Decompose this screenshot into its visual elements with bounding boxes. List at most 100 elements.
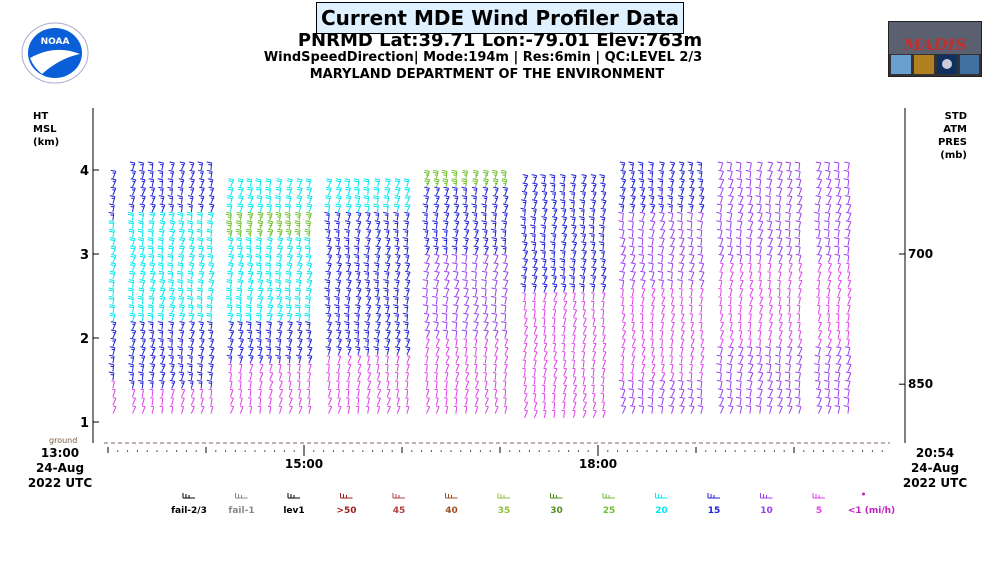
wind-barb	[688, 178, 695, 187]
wind-barb	[669, 379, 675, 389]
wind-barb	[238, 346, 244, 355]
wind-barb	[455, 380, 459, 389]
wind-barb	[481, 295, 487, 305]
wind-barb	[639, 262, 646, 271]
wind-barb	[638, 228, 644, 238]
wind-barb	[432, 287, 439, 297]
wind-barb	[847, 304, 851, 313]
wind-barb	[451, 329, 458, 339]
wind-barb	[396, 355, 400, 364]
wind-barb	[735, 161, 742, 171]
wind-barb	[471, 279, 477, 288]
wind-barb	[817, 313, 822, 322]
wind-barb	[442, 220, 449, 229]
wind-barb	[483, 169, 489, 179]
wind-barb	[825, 245, 831, 255]
wind-barb	[649, 279, 656, 288]
wind-barb	[748, 262, 752, 271]
wind-barb	[826, 346, 832, 355]
wind-barb	[671, 313, 676, 322]
wind-barb	[198, 346, 205, 355]
ground-label: ground	[49, 436, 77, 445]
wind-barb	[452, 262, 458, 271]
wind-barb	[462, 279, 468, 288]
wind-barb	[259, 380, 263, 389]
wind-barb	[288, 405, 293, 414]
wind-barb	[667, 270, 673, 280]
wind-barb	[346, 279, 352, 288]
wind-barb	[541, 266, 548, 276]
wind-barb	[354, 312, 360, 322]
wind-barb	[325, 312, 332, 322]
wind-barb	[500, 312, 507, 322]
wind-barb	[236, 211, 243, 221]
wind-barb	[620, 178, 627, 188]
wind-barb	[257, 354, 264, 364]
wind-barb	[394, 270, 401, 280]
wind-barb	[129, 195, 136, 204]
wind-barb	[245, 245, 252, 255]
wind-barb	[228, 329, 235, 339]
wind-barb	[188, 161, 195, 171]
wind-barb	[363, 262, 369, 271]
wind-barb	[179, 237, 186, 246]
wind-barb	[628, 379, 634, 389]
legend-item: fail-2/3	[171, 493, 207, 516]
wind-barb	[553, 300, 558, 309]
legend-barb-symbol	[445, 493, 458, 499]
wind-barb	[824, 371, 830, 381]
wind-barb	[236, 312, 243, 322]
wind-barb	[257, 287, 264, 297]
wind-barb	[491, 237, 498, 246]
wind-barb	[559, 274, 566, 284]
wind-barb	[600, 199, 607, 209]
wind-barb	[188, 379, 194, 389]
wind-barb	[355, 287, 362, 297]
wind-barb	[590, 376, 595, 385]
wind-barb	[677, 195, 684, 204]
wind-barb	[501, 220, 508, 229]
wind-barb	[209, 397, 213, 406]
wind-barb	[295, 203, 302, 213]
wind-barb	[570, 249, 577, 259]
wind-barb	[179, 304, 185, 313]
wind-barb	[795, 371, 801, 381]
wind-barb	[147, 245, 154, 255]
wind-barb	[696, 169, 703, 179]
wind-barb	[618, 228, 625, 238]
start-time: 13:00	[40, 446, 80, 460]
wind-barb	[532, 266, 538, 276]
wind-barb	[207, 253, 214, 263]
wind-barb	[729, 338, 734, 347]
wind-barb	[490, 304, 497, 313]
wind-barb	[394, 279, 400, 288]
wind-barb	[720, 338, 724, 347]
wind-barb	[785, 161, 792, 171]
wind-barb	[382, 203, 389, 213]
wind-barb	[542, 283, 548, 292]
wind-barb	[424, 380, 429, 389]
wind-barb	[188, 337, 195, 347]
wind-barb	[367, 372, 372, 381]
wind-barb	[745, 178, 752, 187]
wind-barb	[824, 388, 831, 397]
wind-barb	[837, 338, 842, 347]
wind-barb	[834, 405, 841, 414]
wind-barb	[383, 287, 389, 297]
wind-barb	[658, 279, 664, 288]
wind-barb	[137, 220, 144, 229]
wind-barb	[186, 279, 193, 288]
wind-barb	[580, 266, 586, 276]
wind-barb	[140, 186, 146, 196]
wind-barb	[542, 300, 547, 309]
wind-barb	[344, 228, 350, 238]
wind-barb	[454, 338, 458, 347]
wind-barb	[648, 388, 654, 397]
wind-barb	[394, 346, 401, 355]
wind-barb	[532, 317, 537, 326]
wind-barb	[373, 287, 380, 297]
wind-barb	[562, 359, 567, 368]
wind-barb	[824, 228, 830, 238]
wind-barb	[255, 253, 262, 263]
wind-barb	[376, 372, 381, 381]
